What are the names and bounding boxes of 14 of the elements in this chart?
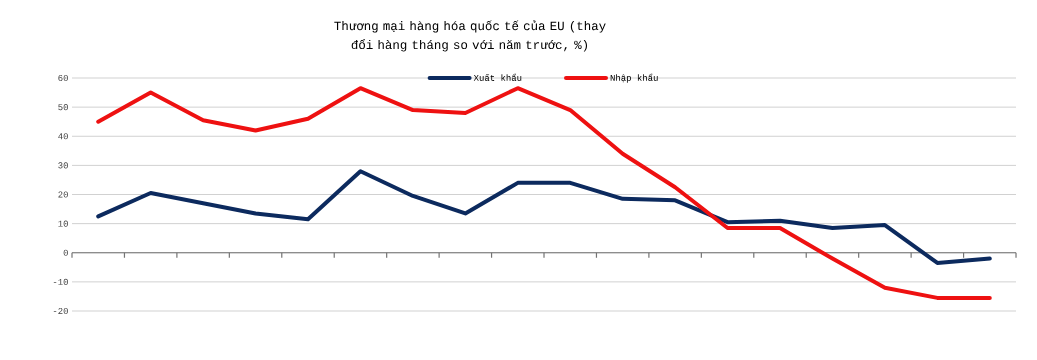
y-tick-label: -20 bbox=[53, 307, 68, 315]
y-tick-label: 50 bbox=[58, 104, 68, 111]
legend-label: Xuất khẩu bbox=[473, 73, 522, 81]
line-series bbox=[96, 86, 992, 300]
y-tick-label: -10 bbox=[53, 278, 68, 285]
y-tick-label: 60 bbox=[58, 74, 68, 82]
y-tick-label: 10 bbox=[58, 220, 68, 227]
y-tick-label: 30 bbox=[58, 162, 68, 169]
y-tick-label: 40 bbox=[58, 133, 68, 140]
y-tick-label: 0 bbox=[63, 249, 68, 256]
line-series bbox=[96, 169, 992, 265]
legend-label: Nhập khẩu bbox=[610, 73, 658, 83]
y-tick-label: 20 bbox=[58, 191, 68, 198]
chart-title: Thương mại hàng hóa quốc tế của EU (thay đổi hàng tháng so với năm trước, %) bbox=[334, 20, 606, 52]
